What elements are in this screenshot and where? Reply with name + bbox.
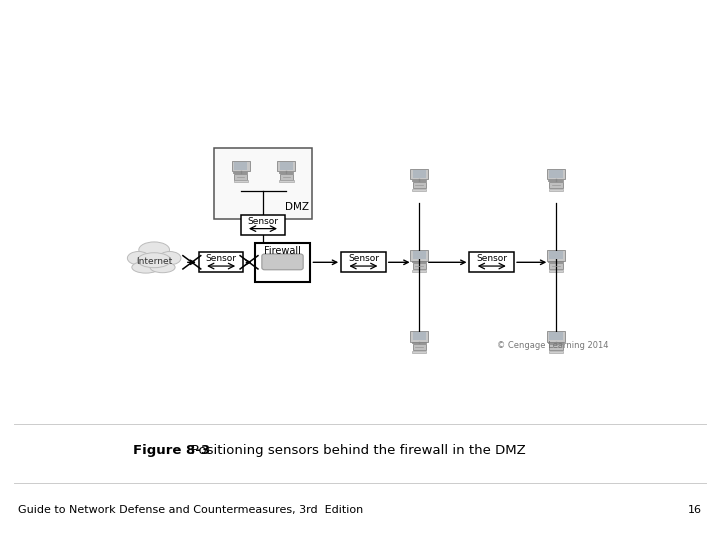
FancyBboxPatch shape: [413, 251, 426, 259]
FancyBboxPatch shape: [549, 188, 563, 191]
FancyBboxPatch shape: [277, 160, 295, 171]
FancyBboxPatch shape: [232, 160, 250, 171]
Text: Internet: Internet: [136, 257, 172, 266]
FancyBboxPatch shape: [413, 333, 426, 340]
Text: Guide to Network Defense and Countermeasures, 3rd  Edition: Guide to Network Defense and Countermeas…: [18, 505, 364, 515]
FancyBboxPatch shape: [412, 269, 426, 272]
Ellipse shape: [158, 252, 181, 265]
FancyBboxPatch shape: [413, 170, 426, 178]
Text: © Cengage Learning 2014: © Cengage Learning 2014: [498, 341, 609, 350]
FancyBboxPatch shape: [279, 180, 294, 183]
Text: Positioning sensors behind the firewall in the DMZ: Positioning sensors behind the firewall …: [191, 444, 526, 457]
FancyBboxPatch shape: [549, 269, 563, 272]
Text: Figure 8-3: Figure 8-3: [133, 444, 210, 457]
FancyBboxPatch shape: [413, 344, 426, 350]
Text: Sensor: Sensor: [248, 217, 279, 226]
FancyBboxPatch shape: [549, 344, 562, 350]
Text: Sensor: Sensor: [206, 254, 237, 264]
FancyBboxPatch shape: [234, 162, 247, 170]
FancyBboxPatch shape: [199, 252, 243, 272]
Ellipse shape: [139, 242, 169, 258]
FancyBboxPatch shape: [549, 263, 562, 269]
FancyBboxPatch shape: [410, 250, 428, 260]
Ellipse shape: [132, 261, 160, 273]
Text: Firewall: Firewall: [264, 246, 301, 255]
FancyBboxPatch shape: [410, 169, 428, 179]
FancyBboxPatch shape: [549, 351, 563, 353]
FancyBboxPatch shape: [412, 188, 426, 191]
FancyBboxPatch shape: [233, 180, 248, 183]
Text: Sensor: Sensor: [476, 254, 508, 264]
FancyBboxPatch shape: [549, 251, 562, 259]
FancyBboxPatch shape: [547, 250, 565, 260]
FancyBboxPatch shape: [262, 254, 303, 270]
Text: 16: 16: [688, 505, 702, 515]
FancyBboxPatch shape: [547, 331, 565, 342]
Ellipse shape: [138, 253, 171, 268]
FancyBboxPatch shape: [547, 169, 565, 179]
FancyBboxPatch shape: [413, 182, 426, 188]
FancyBboxPatch shape: [341, 252, 386, 272]
Ellipse shape: [127, 252, 150, 265]
FancyBboxPatch shape: [255, 242, 310, 282]
Ellipse shape: [150, 262, 175, 273]
FancyBboxPatch shape: [214, 148, 312, 219]
FancyBboxPatch shape: [469, 252, 514, 272]
FancyBboxPatch shape: [280, 162, 293, 170]
FancyBboxPatch shape: [240, 215, 285, 235]
Text: Sensor: Sensor: [348, 254, 379, 264]
FancyBboxPatch shape: [549, 333, 562, 340]
FancyBboxPatch shape: [280, 174, 293, 180]
FancyBboxPatch shape: [234, 174, 247, 180]
FancyBboxPatch shape: [412, 351, 426, 353]
FancyBboxPatch shape: [549, 182, 562, 188]
FancyBboxPatch shape: [413, 263, 426, 269]
Text: DMZ: DMZ: [285, 202, 309, 212]
FancyBboxPatch shape: [549, 170, 562, 178]
FancyBboxPatch shape: [410, 331, 428, 342]
